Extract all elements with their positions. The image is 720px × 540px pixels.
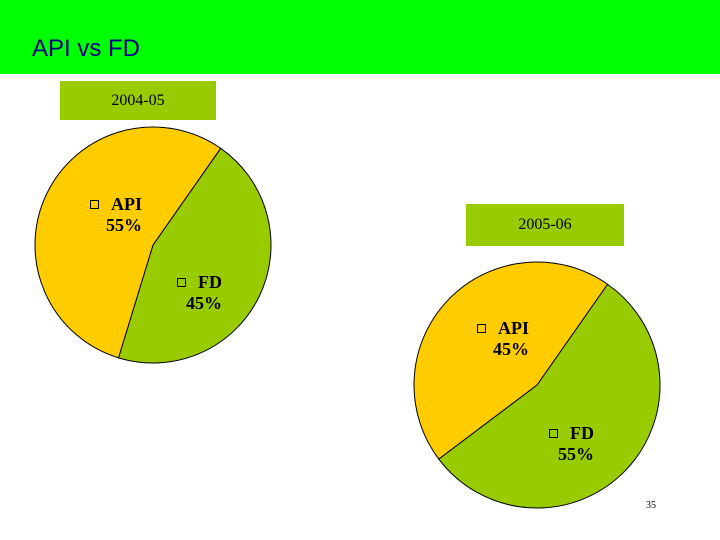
slice-percent: 55%: [558, 444, 594, 464]
slice-label-api-2004: API 55%: [90, 194, 142, 236]
slice-label-api-2005: API 45%: [477, 318, 529, 360]
square-bullet-icon: [90, 200, 99, 209]
slice-label-fd-2005: FD 55%: [549, 423, 594, 465]
square-bullet-icon: [477, 324, 486, 333]
slice-name: API: [111, 194, 142, 214]
slice-name: FD: [198, 272, 222, 292]
slice-name: API: [498, 318, 529, 338]
slice-percent: 45%: [186, 293, 222, 313]
pie-2004-title: 2004-05: [60, 81, 216, 120]
slide-title: API vs FD: [32, 35, 141, 62]
square-bullet-icon: [177, 278, 186, 287]
slice-name: FD: [570, 423, 594, 443]
pie-slice-fd: [117, 147, 272, 364]
square-bullet-icon: [549, 429, 558, 438]
title-bar: [0, 0, 720, 74]
slice-label-fd-2004: FD 45%: [177, 272, 222, 314]
pie-slice-fd: [438, 283, 661, 509]
pie-slice-api: [34, 126, 222, 359]
pie-slice-api: [413, 261, 609, 460]
slice-percent: 45%: [493, 339, 529, 359]
slice-percent: 55%: [106, 215, 142, 235]
page-number: 35: [646, 500, 656, 511]
pie-2005-title: 2005-06: [466, 204, 624, 246]
